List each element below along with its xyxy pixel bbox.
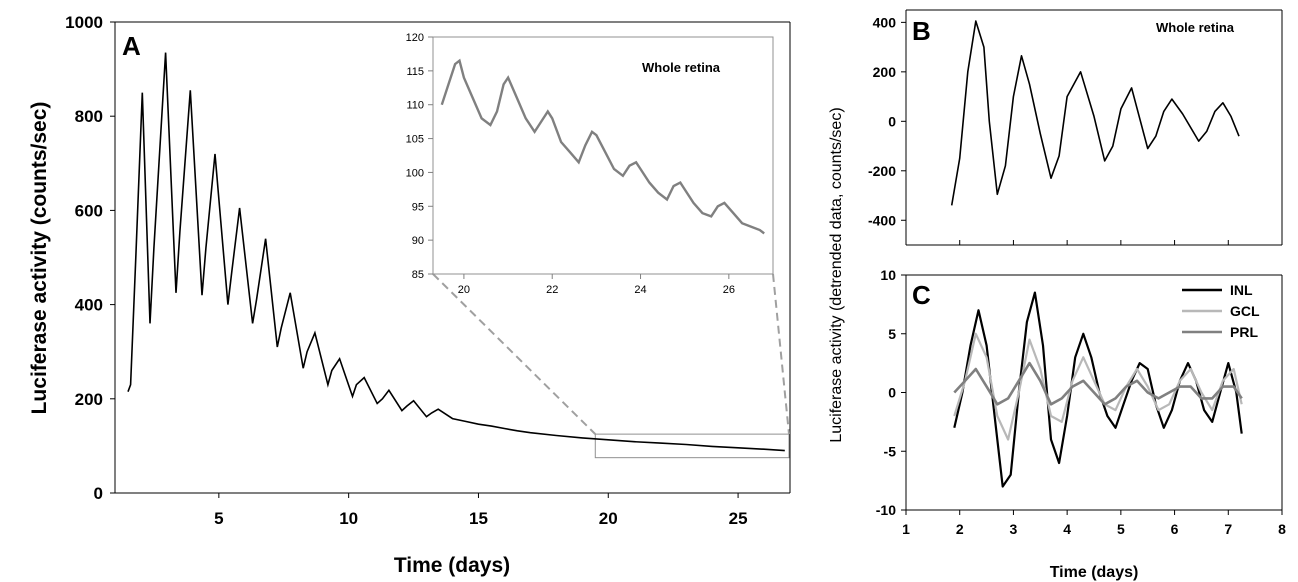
inset-y-tick-label: 90	[412, 235, 424, 247]
panel-c-series	[953, 291, 1243, 488]
panel-c-y-tick-label: -10	[876, 502, 896, 518]
panel-a-x-tick-label: 10	[339, 509, 358, 528]
panel-c-x-tick-label: 2	[956, 521, 964, 537]
panel-c-series-gcl	[953, 332, 1243, 441]
panel-b-y-tick-label: 400	[873, 14, 897, 30]
panel-c-x-tick-label: 1	[902, 521, 910, 537]
panel-b-y-tick-label: -200	[868, 163, 896, 179]
panel-c-x-tick-label: 7	[1224, 521, 1232, 537]
legend-label-inl: INL	[1230, 282, 1253, 298]
inset-y-tick-label: 105	[406, 134, 424, 146]
inset-ticks: 20 22 24 26 85 90 95 100 105 110 115 120	[406, 32, 735, 296]
panel-a-inset: 20 22 24 26 85 90 95 100 105 110 115 120 Whole reti…	[406, 32, 774, 296]
panel-b-y-tick-label: 0	[888, 113, 896, 129]
panel-c-y-tick-label: -5	[884, 443, 897, 459]
panel-b-y-tick-label: 200	[873, 64, 897, 80]
panel-b-series-line	[950, 20, 1240, 206]
panel-a: 5 10 15 20 25 0 200 400 600 800 1000 A Time (days)…	[28, 13, 791, 577]
inset-x-tick-label: 24	[634, 284, 646, 296]
inset-series	[440, 58, 765, 235]
panel-a-series-line	[127, 52, 785, 452]
inset-y-tick-label: 110	[406, 100, 424, 112]
panel-b-label: B	[912, 16, 931, 46]
panel-a-x-tick-label: 15	[469, 509, 488, 528]
inset-x-tick-label: 20	[458, 284, 470, 296]
panel-c-legend: INL GCL PRL	[1182, 282, 1260, 340]
panel-b: -400 -200 0 200 400 B Whole retina	[868, 9, 1283, 246]
legend-label-prl: PRL	[1230, 324, 1258, 340]
panel-a-ticks: 5 10 15 20 25 0 200 400 600 800 1000	[65, 13, 747, 528]
inset-series-line	[440, 58, 765, 235]
panel-b-ticks: -400 -200 0 200 400	[868, 14, 1229, 245]
panel-c-x-tick-label: 8	[1278, 521, 1286, 537]
panel-a-zoom-box	[594, 433, 790, 459]
panel-a-label: A	[122, 31, 141, 61]
panel-b-series	[950, 20, 1240, 206]
inset-x-tick-label: 26	[723, 284, 735, 296]
panel-a-x-tick-label: 20	[599, 509, 618, 528]
inset-x-tick-label: 22	[546, 284, 558, 296]
panel-a-y-axis-title: Luciferase activity (counts/sec)	[28, 102, 51, 415]
panel-a-zoom-guides	[432, 273, 790, 459]
panel-c-x-axis-title: Time (days)	[1050, 564, 1139, 581]
panel-b-annotation: Whole retina	[1156, 20, 1235, 35]
panel-b-y-tick-label: -400	[868, 212, 896, 228]
inset-annotation: Whole retina	[642, 60, 721, 75]
panel-a-x-tick-label: 25	[729, 509, 748, 528]
inset-frame	[432, 36, 774, 275]
legend-label-gcl: GCL	[1230, 303, 1260, 319]
inset-y-tick-label: 95	[412, 201, 424, 213]
inset-y-tick-label: 120	[406, 32, 424, 44]
panel-c-series-prl	[953, 361, 1243, 406]
panel-a-y-tick-label: 1000	[65, 13, 103, 32]
inset-y-tick-label: 85	[412, 269, 424, 281]
panel-c-y-tick-label: 5	[888, 326, 896, 342]
panel-a-axes	[114, 21, 791, 494]
inset-y-tick-label: 100	[406, 167, 424, 179]
panel-a-y-tick-label: 800	[75, 107, 103, 126]
panel-c: 1 2 3 4 5 6 7 8 -10 -5 0 5 10 C INL GCL PRL Time (days…	[828, 107, 1286, 581]
panel-c-y-axis-title: Luciferase activity (detrended data, cou…	[828, 107, 845, 442]
panel-a-y-tick-label: 600	[75, 201, 103, 220]
panel-a-y-tick-label: 0	[94, 484, 103, 503]
panel-c-x-tick-label: 6	[1171, 521, 1179, 537]
panel-a-zoom-guide-right	[772, 273, 790, 435]
panel-c-label: C	[912, 280, 931, 310]
panel-c-x-tick-label: 4	[1063, 521, 1071, 537]
panel-c-y-tick-label: 0	[888, 385, 896, 401]
panel-c-x-tick-label: 3	[1010, 521, 1018, 537]
panel-a-series	[127, 52, 785, 452]
panel-a-x-axis-title: Time (days)	[394, 554, 510, 577]
panel-a-y-tick-label: 200	[75, 390, 103, 409]
inset-y-tick-label: 115	[406, 66, 424, 78]
panel-a-x-tick-label: 5	[214, 509, 223, 528]
panel-c-y-tick-label: 10	[880, 267, 896, 283]
panel-a-zoom-guide-left	[432, 273, 596, 435]
panel-c-ticks: 1 2 3 4 5 6 7 8 -10 -5 0 5 10	[876, 267, 1286, 537]
panel-a-y-tick-label: 400	[75, 296, 103, 315]
panel-c-x-tick-label: 5	[1117, 521, 1125, 537]
